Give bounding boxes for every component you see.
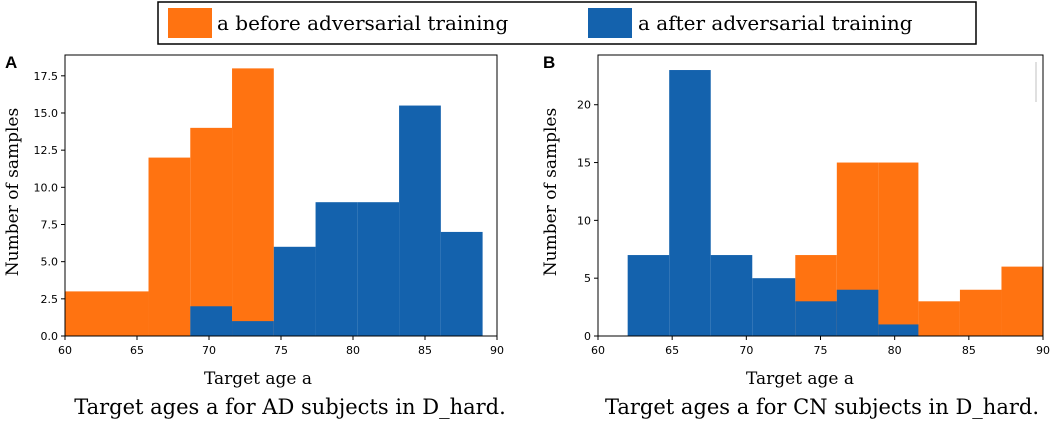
panel-a-ytick-label-4: 7.5 — [41, 218, 59, 231]
panel-b-bar-after-3 — [710, 255, 753, 336]
legend-swatch-before — [168, 8, 212, 38]
panel-a: A Number of samples 60 65 70 75 80 85 90 0.0 2.… — [3, 53, 506, 419]
panel-a-x-axis: 60 65 70 75 80 85 90 — [58, 336, 504, 357]
panel-a-ytick-label-3: 5.0 — [41, 256, 59, 269]
panel-a-bar-before-3 — [190, 127, 233, 336]
panel-a-bar-after-6 — [399, 105, 441, 336]
panel-a-xtick-label-1: 60 — [58, 344, 72, 357]
panel-b-caption: Target ages a for CN subjects in D_hard. — [605, 395, 1039, 419]
panel-a-ytick-label-8: 17.5 — [34, 70, 59, 83]
panel-b-bar-before-5 — [959, 289, 1002, 336]
panel-b-bar-after-2 — [669, 70, 711, 336]
legend-label-after: a after adversarial training — [638, 11, 913, 35]
panel-b-bar-after-6 — [836, 289, 879, 336]
panel-b-xlabel: Target age a — [746, 369, 854, 389]
panel-b: B Number of samples 60 65 70 75 80 85 90 0 5 10 1… — [541, 53, 1050, 419]
panel-b-bars-after — [627, 70, 919, 336]
panel-b-xtick-label-4: 75 — [814, 344, 828, 357]
panel-b-bar-after-1 — [627, 255, 670, 336]
panel-b-bar-after-5 — [795, 301, 837, 336]
panel-a-bar-after-4 — [315, 202, 358, 336]
panel-a-bar-after-3 — [273, 246, 316, 336]
panel-a-xtick-label-2: 65 — [130, 344, 144, 357]
panel-a-xtick-label-4: 75 — [274, 344, 288, 357]
panel-a-bars-before — [65, 68, 274, 336]
panel-a-bar-after-7 — [440, 231, 483, 336]
panel-a-y-axis: 0.0 2.5 5.0 7.5 10.0 12.5 15.0 17.5 — [34, 70, 65, 343]
panel-b-letter: B — [543, 53, 555, 72]
legend-swatch-after — [588, 8, 632, 38]
panel-b-ytick-label-5: 20 — [577, 99, 591, 112]
panel-b-bar-after-4 — [752, 278, 796, 336]
panel-b-xtick-label-1: 60 — [591, 344, 605, 357]
panel-a-xtick-label-5: 80 — [346, 344, 360, 357]
panel-a-bar-after-1 — [190, 306, 233, 336]
panel-a-bar-before-4 — [232, 68, 274, 336]
legend-label-before: a before adversarial training — [217, 11, 508, 35]
panel-a-ylabel: Number of samples — [3, 108, 23, 276]
panel-b-ylabel: Number of samples — [541, 108, 561, 276]
panel-a-caption: Target ages a for AD subjects in D_hard. — [74, 395, 506, 419]
panel-a-xlabel: Target age a — [204, 369, 312, 389]
panel-a-xtick-label-3: 70 — [202, 344, 216, 357]
panel-b-bar-before-3 — [878, 162, 919, 336]
panel-a-bar-before-2 — [148, 157, 191, 336]
panel-b-bar-after-7 — [878, 324, 919, 336]
panel-a-bar-before-1 — [65, 291, 149, 336]
panel-b-xtick-label-5: 80 — [888, 344, 902, 357]
panel-a-xtick-label-6: 85 — [418, 344, 432, 357]
panel-b-x-axis: 60 65 70 75 80 85 90 — [591, 336, 1050, 357]
legend: a before adversarial training a after ad… — [157, 1, 977, 45]
panel-b-y-axis: 0 5 10 15 20 — [577, 99, 598, 343]
panel-b-ytick-label-2: 5 — [584, 272, 591, 285]
panel-a-ytick-label-1: 0.0 — [41, 330, 59, 343]
panel-a-ytick-label-5: 10.0 — [34, 181, 59, 194]
panel-a-bar-after-5 — [357, 202, 400, 336]
panel-a-ytick-label-7: 15.0 — [34, 107, 59, 120]
panel-a-bars-after — [190, 105, 483, 336]
panel-b-xtick-label-3: 70 — [739, 344, 753, 357]
panel-b-xtick-label-6: 85 — [962, 344, 976, 357]
panel-b-ytick-label-1: 0 — [584, 330, 591, 343]
panel-a-bar-after-2 — [232, 321, 274, 336]
panel-b-bar-before-6 — [1001, 266, 1043, 336]
legend-box — [157, 1, 977, 45]
panel-b-xtick-label-7: 90 — [1036, 344, 1050, 357]
panel-b-ytick-label-3: 10 — [577, 214, 591, 227]
panel-a-xtick-label-7: 90 — [490, 344, 504, 357]
panel-a-ytick-label-6: 12.5 — [34, 144, 59, 157]
panel-b-xtick-label-2: 65 — [665, 344, 679, 357]
panel-b-ytick-label-4: 15 — [577, 157, 591, 170]
panel-b-bar-before-4 — [918, 301, 960, 336]
panel-a-letter: A — [5, 53, 17, 72]
panel-a-ytick-label-2: 2.5 — [41, 293, 59, 306]
